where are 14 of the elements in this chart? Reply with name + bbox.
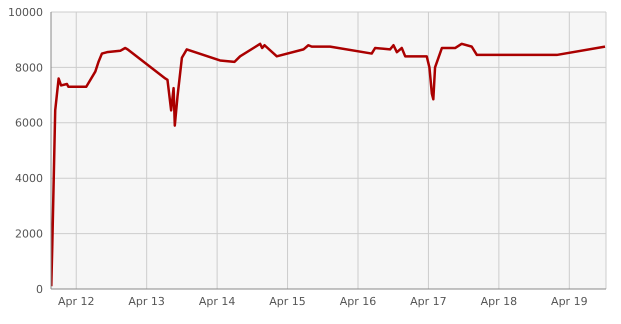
x-tick-label: Apr 17	[410, 294, 447, 308]
y-tick-label: 10000	[8, 6, 43, 19]
y-tick-label: 8000	[15, 61, 43, 74]
x-tick-label: Apr 12	[58, 294, 95, 308]
y-tick-label: 2000	[15, 228, 43, 241]
x-tick-label: Apr 19	[551, 294, 588, 308]
y-tick-label: 0	[36, 282, 43, 296]
x-tick-label: Apr 18	[480, 294, 518, 308]
y-tick-label: 6000	[15, 116, 43, 130]
x-tick-label: Apr 13	[128, 294, 165, 308]
y-tick-label: 4000	[15, 172, 43, 186]
x-tick-label: Apr 14	[198, 294, 236, 308]
x-tick-label: Apr 16	[340, 294, 376, 308]
x-tick-label: Apr 15	[269, 294, 306, 308]
